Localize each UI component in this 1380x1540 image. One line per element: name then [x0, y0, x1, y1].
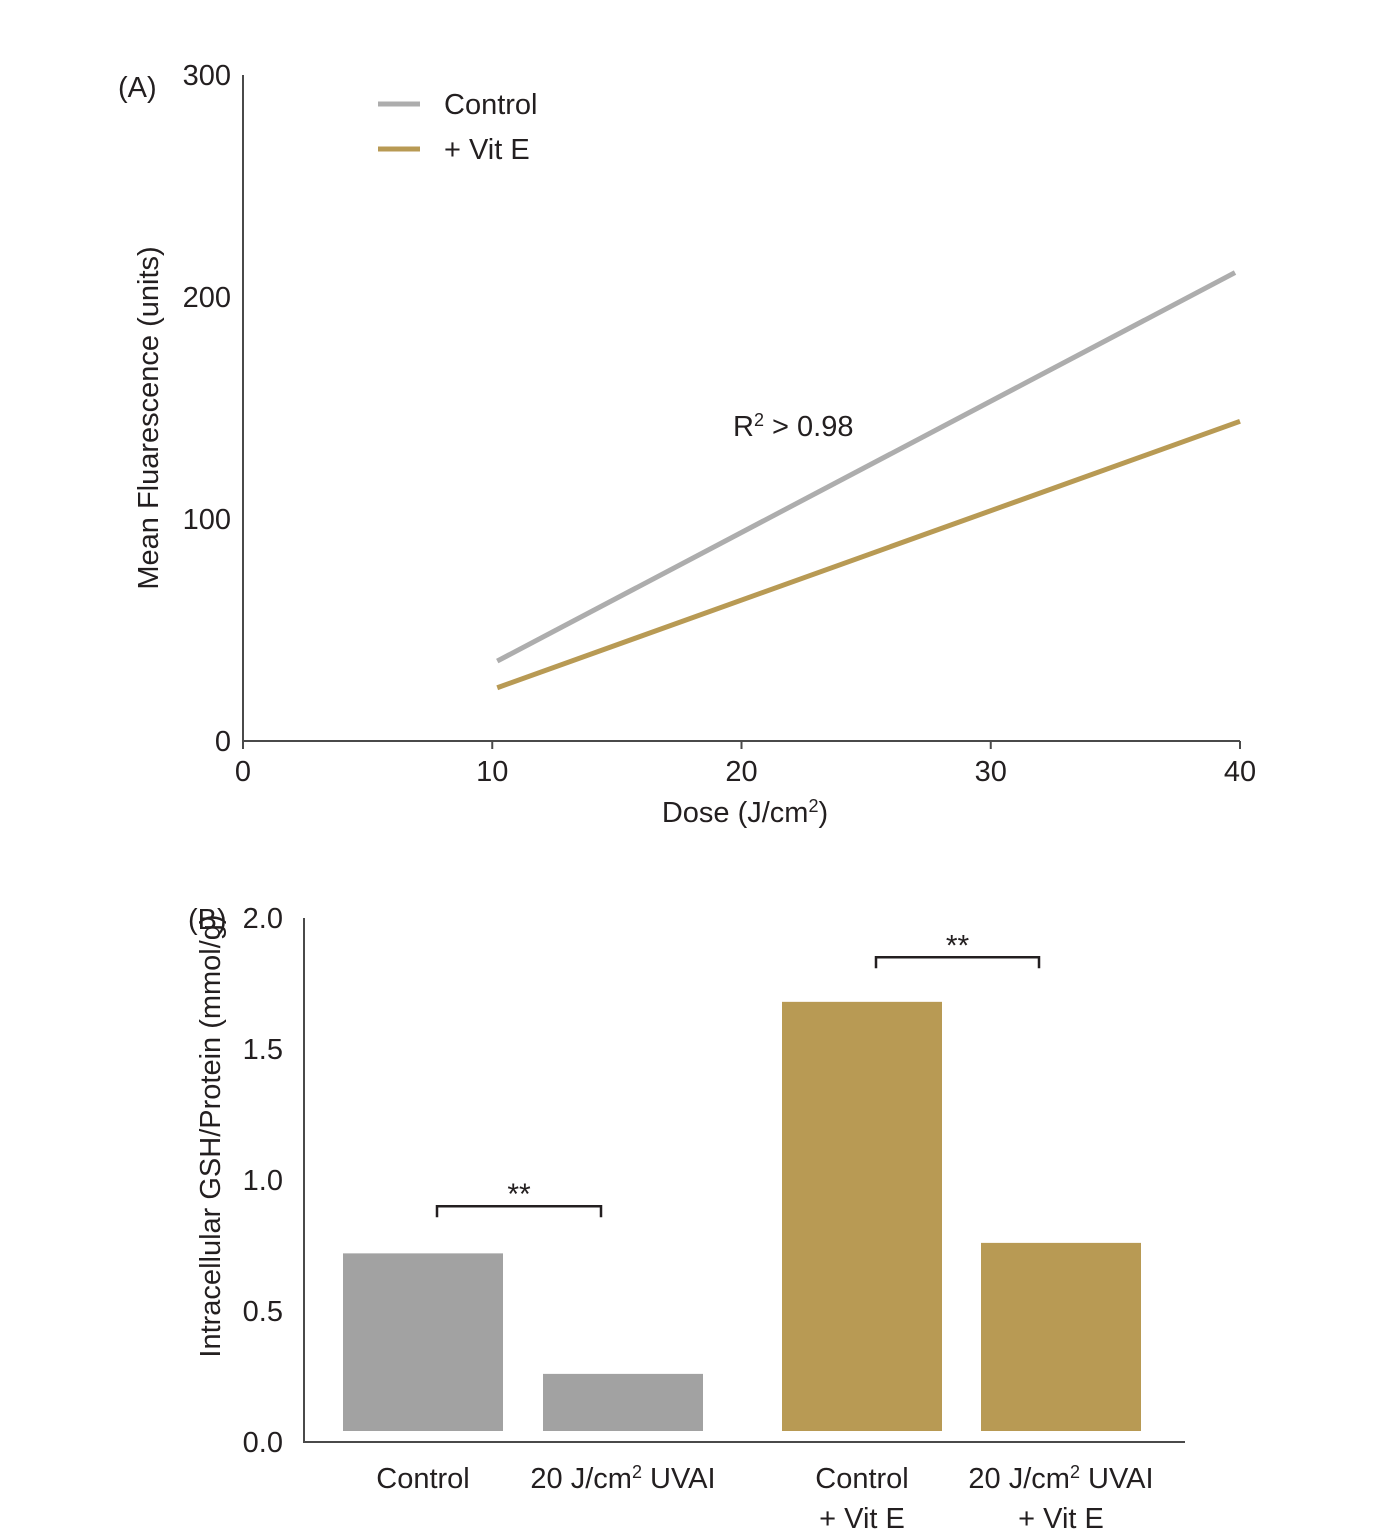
panel-a-y-tick-label: 0 [215, 726, 231, 758]
panel-b-category-label-line2: + Vit E [1018, 1503, 1104, 1535]
panel-b-category-label: Control [815, 1463, 909, 1495]
panel-b-y-tick-label: 1.5 [243, 1034, 283, 1066]
panel-a-y-axis-label: Mean Fluarescence (units) [133, 246, 165, 589]
panel-b-bar-1 [343, 1253, 503, 1431]
panel-b-category-label: Control [376, 1463, 470, 1495]
panel-b-significance-brackets: ** ** [435, 929, 1041, 1218]
panel-a-x-ticks: 0 10 20 30 40 [235, 741, 1256, 788]
panel-b-bar-2 [543, 1373, 703, 1431]
panel-a-series-line-2 [496, 418, 1241, 691]
panel-b-y-axis-label: Intracellular GSH/Protein (mmol/g) [195, 914, 227, 1357]
panel-a-y-tick-label: 300 [183, 60, 231, 92]
panel-a-legend-label: + Vit E [444, 134, 530, 166]
panel-a-legend-label: Control [444, 89, 538, 121]
panel-a-x-axis-label: Dose (J/cm2) [662, 796, 828, 829]
panel-b-significance-label: ** [946, 929, 970, 962]
panel-b-y-tick-label: 0.5 [243, 1296, 283, 1328]
panel-b-y-tick-label: 1.0 [243, 1165, 283, 1197]
panel-b-category-label: 20 J/cm2 UVAI [530, 1462, 715, 1495]
panel-a-x-tick-label: 0 [235, 756, 251, 788]
panel-a-legend: Control + Vit E [378, 89, 538, 166]
panel-b-category-label: 20 J/cm2 UVAI [968, 1462, 1153, 1495]
panel-a-x-tick-label: 30 [975, 756, 1007, 788]
panel-a-x-tick-label: 20 [725, 756, 757, 788]
panel-b-y-tick-label: 0.0 [243, 1427, 283, 1459]
panel-b-bars [343, 1001, 1141, 1431]
panel-b-bar-chart: (B) 0.0 0.5 1.0 1.5 2.0 Control 20 J/cm2 UVAI… [188, 903, 1185, 1535]
panel-a-r-squared-annotation: R2 > 0.98 [733, 410, 853, 443]
panel-a-y-tick-label: 100 [183, 504, 231, 536]
panel-b-category-labels: Control 20 J/cm2 UVAI Control + Vit E 20 J/c… [376, 1462, 1153, 1535]
panel-a-y-tick-label: 200 [183, 282, 231, 314]
panel-b-significance-bracket [874, 956, 1041, 969]
panel-a-x-tick-label: 40 [1224, 756, 1256, 788]
panel-a-x-tick-label: 10 [476, 756, 508, 788]
panel-b-category-label-line2: + Vit E [819, 1503, 905, 1535]
panel-b-significance-bracket [435, 1204, 603, 1218]
panel-a-label: (A) [118, 72, 157, 104]
panel-b-label: (B) [188, 904, 227, 936]
panel-b-y-ticks: 0.0 0.5 1.0 1.5 2.0 [243, 903, 283, 1459]
panel-a-series-lines [496, 270, 1241, 691]
panel-b-bar-4 [981, 1242, 1141, 1431]
panel-b-bar-3 [782, 1001, 942, 1431]
panel-a-y-ticks: 0 100 200 300 [183, 60, 231, 758]
panel-b-y-tick-label: 2.0 [243, 903, 283, 935]
panel-b-significance-label: ** [507, 1178, 531, 1211]
panel-a-series-line-1 [496, 270, 1237, 664]
